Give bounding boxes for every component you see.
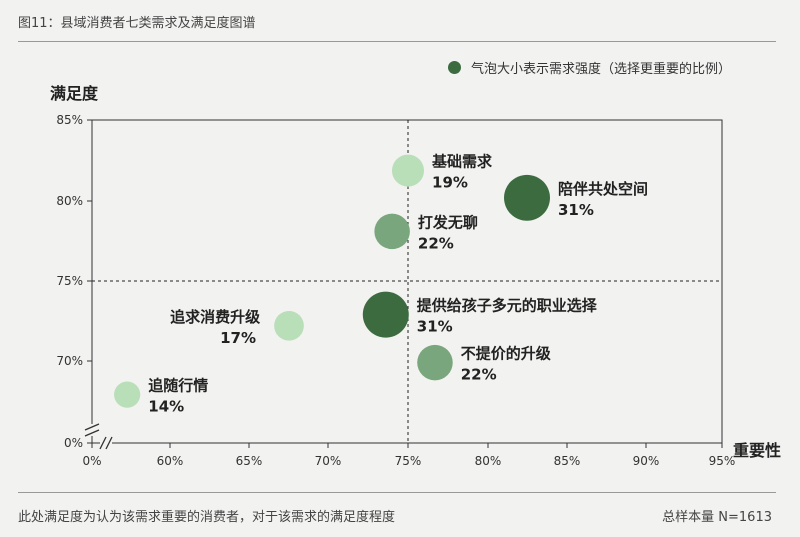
bubble-label-value: 14%	[148, 398, 184, 416]
bubble-label-name: 陪伴共处空间	[558, 180, 648, 198]
y-tick-label: 85%	[56, 113, 83, 127]
figure-title: 图11：县域消费者七类需求及满足度图谱	[18, 16, 256, 31]
sample-size: 总样本量 N=1613	[662, 510, 772, 525]
x-axis-break-mark	[99, 436, 107, 450]
bubble	[362, 291, 409, 338]
bubble-label-name: 基础需求	[431, 153, 493, 171]
bubble	[504, 174, 550, 221]
x-tick-label: 90%	[633, 454, 660, 468]
y-tick-label: 80%	[56, 194, 83, 208]
bubble-label-name: 打发无聊	[418, 213, 478, 231]
bubble-label-name: 不提价的升级	[461, 345, 552, 363]
y-tick-label: 70%	[56, 354, 83, 368]
x-tick-label: 80%	[475, 454, 502, 468]
bubble-label-value: 22%	[461, 366, 497, 384]
legend-bubble-icon	[448, 61, 461, 74]
footnote: 此处满足度为认为该需求重要的消费者，对于该需求的满足度程度	[18, 510, 396, 525]
y-axis-break-mark	[84, 429, 100, 437]
y-axis-break-mark	[84, 423, 100, 431]
bubble	[374, 213, 410, 250]
x-axis-title: 重要性	[733, 441, 781, 460]
y-axis-title: 满足度	[50, 84, 99, 103]
top-divider	[18, 41, 776, 42]
chart-legend: 气泡大小表示需求强度（选择更重要的比例）	[448, 58, 731, 77]
x-tick-label: 60%	[157, 454, 184, 468]
x-tick-label: 70%	[315, 454, 342, 468]
x-tick-label: 65%	[236, 454, 263, 468]
legend-text: 气泡大小表示需求强度（选择更重要的比例）	[471, 62, 732, 77]
bubble-label-name: 提供给孩子多元的职业选择	[417, 297, 598, 315]
bubble	[274, 310, 304, 341]
x-tick-label: 95%	[709, 454, 736, 468]
x-axis-break-mark	[105, 436, 113, 450]
bubble-label-value: 22%	[418, 234, 454, 252]
x-axis-break-gap	[100, 437, 112, 449]
x-tick-label: 75%	[395, 454, 422, 468]
bubble-label-value: 31%	[558, 201, 594, 219]
bubble-label-value: 17%	[220, 329, 256, 347]
bubble-label-value: 19%	[432, 174, 468, 192]
y-tick-label: 0%	[64, 436, 83, 450]
bubble-label-name: 追求消费升级	[170, 308, 261, 326]
y-tick-label: 75%	[56, 274, 83, 288]
x-tick-label: 85%	[554, 454, 581, 468]
bubble	[391, 154, 425, 187]
y-axis-break-gap	[84, 424, 100, 436]
bottom-divider	[18, 492, 776, 493]
bubble-label-value: 31%	[417, 318, 453, 336]
x-tick-label: 0%	[82, 454, 101, 468]
bubble	[417, 344, 453, 381]
bubble	[114, 381, 141, 408]
bubble-label-name: 追随行情	[148, 377, 208, 395]
